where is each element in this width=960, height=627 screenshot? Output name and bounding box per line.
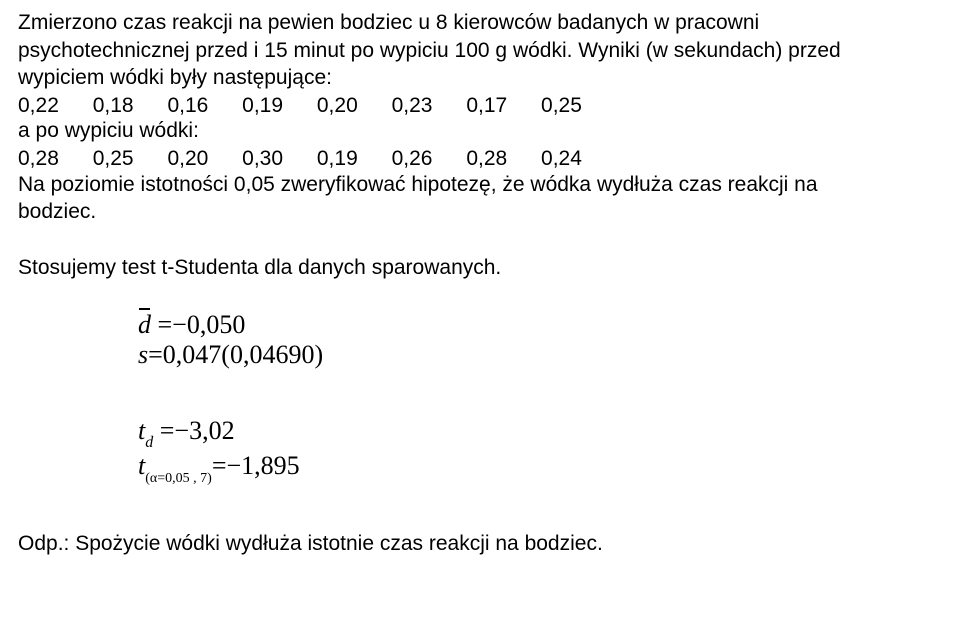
intro-line-1: Zmierzono czas reakcji na pewien bodziec…: [18, 10, 942, 36]
before-val: 0,23: [392, 93, 433, 119]
before-val: 0,18: [93, 93, 134, 119]
after-val: 0,20: [167, 146, 208, 172]
before-val: 0,19: [242, 93, 283, 119]
after-val: 0,24: [541, 146, 582, 172]
before-val: 0,20: [317, 93, 358, 119]
method-line: Stosujemy test t-Studenta dla danych spa…: [18, 255, 942, 281]
before-val: 0,25: [541, 93, 582, 119]
math-tcrit: t(α=0,05 , 7)=−1,895: [138, 451, 942, 485]
hypothesis-line-1: Na poziomie istotności 0,05 zweryfikować…: [18, 172, 942, 198]
after-val: 0,30: [242, 146, 283, 172]
before-values-row: 0,22 0,18 0,16 0,19 0,20 0,23 0,17 0,25: [18, 93, 942, 119]
after-val: 0,19: [317, 146, 358, 172]
math-dbar: d =−0,050: [138, 310, 942, 340]
after-val: 0,28: [466, 146, 507, 172]
math-s: s=0,047(0,04690): [138, 340, 942, 370]
after-label: a po wypiciu wódki:: [18, 118, 942, 144]
conclusion: Odp.: Spożycie wódki wydłuża istotnie cz…: [18, 531, 942, 557]
after-val: 0,26: [392, 146, 433, 172]
before-val: 0,22: [18, 93, 59, 119]
math-td: td =−3,02: [138, 416, 942, 451]
after-val: 0,25: [93, 146, 134, 172]
intro-line-3: wypiciem wódki były następujące:: [18, 65, 942, 91]
before-val: 0,16: [167, 93, 208, 119]
after-val: 0,28: [18, 146, 59, 172]
hypothesis-line-2: bodziec.: [18, 199, 942, 225]
before-val: 0,17: [466, 93, 507, 119]
intro-line-2: psychotechnicznej przed i 15 minut po wy…: [18, 38, 942, 64]
after-values-row: 0,28 0,25 0,20 0,30 0,19 0,26 0,28 0,24: [18, 146, 942, 172]
